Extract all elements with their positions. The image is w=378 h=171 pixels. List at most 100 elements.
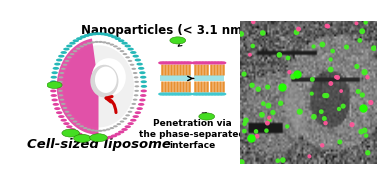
Circle shape <box>95 138 102 140</box>
Circle shape <box>210 93 217 96</box>
Circle shape <box>130 51 136 54</box>
Point <box>337 141 343 143</box>
Point <box>239 161 245 163</box>
Circle shape <box>51 98 58 101</box>
Text: Nanoparticles (< 3.1 nm): Nanoparticles (< 3.1 nm) <box>81 24 248 37</box>
Circle shape <box>201 93 208 96</box>
Circle shape <box>204 61 211 64</box>
Circle shape <box>192 61 198 64</box>
Circle shape <box>122 117 127 120</box>
Circle shape <box>132 103 136 105</box>
Circle shape <box>74 134 91 142</box>
Circle shape <box>94 130 99 132</box>
Circle shape <box>201 61 208 64</box>
Circle shape <box>76 123 81 125</box>
Circle shape <box>199 113 215 120</box>
Circle shape <box>111 35 117 38</box>
Point <box>336 108 342 110</box>
Circle shape <box>76 37 82 40</box>
Point <box>254 135 260 138</box>
Circle shape <box>134 81 139 83</box>
Circle shape <box>54 63 60 65</box>
Circle shape <box>73 130 79 133</box>
Point <box>359 94 366 96</box>
Point <box>275 159 281 162</box>
Point <box>338 90 344 93</box>
Circle shape <box>56 59 62 61</box>
Circle shape <box>216 61 223 64</box>
Circle shape <box>116 48 121 50</box>
Point <box>362 129 368 132</box>
Point <box>242 122 248 125</box>
Circle shape <box>99 32 106 35</box>
Circle shape <box>210 61 217 64</box>
Circle shape <box>50 89 56 92</box>
Circle shape <box>180 61 187 64</box>
Circle shape <box>118 39 124 42</box>
Circle shape <box>51 71 58 74</box>
Circle shape <box>58 90 63 92</box>
Circle shape <box>213 61 220 64</box>
Point <box>255 88 261 91</box>
Circle shape <box>53 103 59 106</box>
Circle shape <box>107 34 113 37</box>
Circle shape <box>124 45 131 48</box>
Circle shape <box>53 67 59 70</box>
Circle shape <box>133 72 138 74</box>
Circle shape <box>87 33 94 36</box>
Circle shape <box>133 55 139 58</box>
Circle shape <box>167 61 174 64</box>
Circle shape <box>141 85 147 88</box>
Circle shape <box>61 103 66 105</box>
Circle shape <box>50 85 56 88</box>
Point <box>324 25 330 27</box>
Circle shape <box>91 137 98 140</box>
Circle shape <box>67 56 72 58</box>
Circle shape <box>167 93 174 96</box>
Circle shape <box>140 94 146 97</box>
Circle shape <box>102 41 107 43</box>
Ellipse shape <box>92 58 126 96</box>
Circle shape <box>62 129 79 137</box>
Circle shape <box>63 107 67 109</box>
Circle shape <box>138 103 144 106</box>
Circle shape <box>141 80 147 83</box>
Point <box>368 101 374 104</box>
Circle shape <box>107 136 113 139</box>
Point <box>354 65 360 68</box>
Point <box>364 76 370 79</box>
Circle shape <box>84 136 90 139</box>
Point <box>241 73 247 75</box>
Circle shape <box>50 80 56 83</box>
Circle shape <box>216 93 223 96</box>
Circle shape <box>128 60 132 62</box>
Circle shape <box>161 93 168 96</box>
Circle shape <box>207 61 214 64</box>
Circle shape <box>73 121 77 123</box>
Circle shape <box>56 111 62 114</box>
Circle shape <box>213 93 220 96</box>
Point <box>307 155 313 158</box>
Circle shape <box>158 61 165 64</box>
Circle shape <box>134 76 138 78</box>
Polygon shape <box>57 38 99 135</box>
Circle shape <box>138 67 144 70</box>
Circle shape <box>80 134 86 137</box>
Point <box>290 75 296 78</box>
Circle shape <box>102 129 107 131</box>
Circle shape <box>69 128 76 131</box>
Point <box>353 22 359 25</box>
Circle shape <box>140 76 146 79</box>
Point <box>344 46 350 48</box>
Point <box>309 78 315 81</box>
Circle shape <box>60 72 64 74</box>
Circle shape <box>69 42 76 45</box>
Point <box>311 45 317 48</box>
Circle shape <box>127 48 134 51</box>
Circle shape <box>130 119 136 122</box>
Point <box>265 86 271 88</box>
Circle shape <box>110 127 114 129</box>
Point <box>359 30 365 32</box>
Point <box>297 110 303 113</box>
Circle shape <box>65 111 70 113</box>
